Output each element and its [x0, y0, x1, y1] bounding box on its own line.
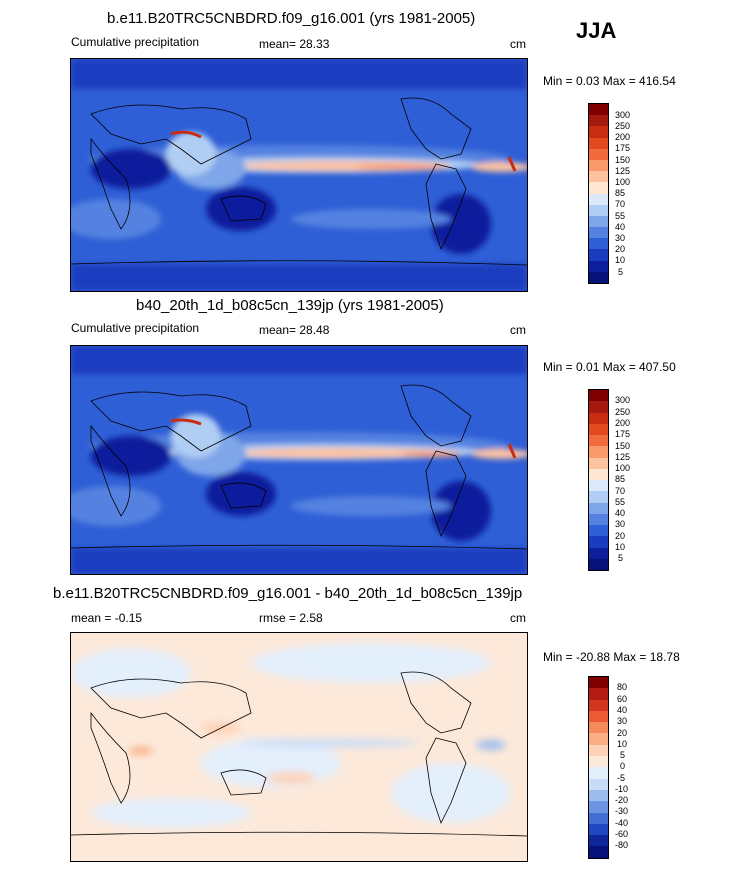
panel2-units: cm: [510, 323, 526, 337]
cbar-tick: 10: [615, 255, 626, 265]
panel3-minmax: Min = -20.88 Max = 18.78: [543, 650, 680, 664]
cbar-tick: 5: [618, 553, 624, 563]
panel2-variable-label: Cumulative precipitation: [71, 321, 200, 335]
panel3-colorbar: [588, 676, 609, 859]
cbar-tick: 55: [615, 211, 626, 221]
panel2-title: b40_20th_1d_b08c5cn_139jp (yrs 1981-2005…: [136, 297, 444, 314]
cbar-tick: 70: [615, 199, 626, 209]
panel3-mean: mean = -0.15: [71, 611, 143, 625]
cbar-tick: 70: [615, 486, 626, 496]
cbar-tick: -5: [617, 773, 626, 783]
season-label: JJA: [576, 18, 617, 43]
panel1-colorbar: [588, 103, 609, 284]
cbar-tick: 5: [618, 267, 624, 277]
cbar-tick: 125: [615, 452, 631, 462]
cbar-tick: 20: [617, 728, 628, 738]
cbar-tick: 150: [615, 441, 631, 451]
cbar-tick: 55: [615, 497, 626, 507]
panel2-minmax: Min = 0.01 Max = 407.50: [543, 360, 676, 374]
cbar-tick: -40: [615, 818, 629, 828]
cbar-tick: 100: [615, 463, 631, 473]
cbar-tick: -60: [615, 829, 629, 839]
cbar-tick: -30: [615, 806, 629, 816]
panel3-units: cm: [510, 611, 526, 625]
cbar-tick: 175: [615, 143, 631, 153]
cbar-tick: 300: [615, 110, 631, 120]
cbar-tick: 200: [615, 132, 631, 142]
cbar-tick: 20: [615, 531, 626, 541]
cbar-tick: 40: [615, 508, 626, 518]
cbar-tick: 30: [617, 716, 628, 726]
cbar-tick: 60: [617, 694, 628, 704]
cbar-tick: -20: [615, 795, 629, 805]
panel1-variable-label: Cumulative precipitation: [71, 35, 200, 49]
panel3-title: b.e11.B20TRC5CNBDRD.f09_g16.001 - b40_20…: [53, 585, 523, 602]
cbar-tick: 40: [615, 222, 626, 232]
cbar-tick: 5: [620, 750, 626, 760]
cbar-tick: -10: [615, 784, 629, 794]
panel3-map: [70, 632, 528, 862]
cbar-tick: 30: [615, 519, 626, 529]
cbar-tick: 10: [615, 542, 626, 552]
cbar-tick: 0: [620, 761, 626, 771]
panel1-mean: mean= 28.33: [259, 37, 330, 51]
cbar-tick: 85: [615, 188, 626, 198]
cbar-tick: 175: [615, 429, 631, 439]
panel2-mean: mean= 28.48: [259, 323, 330, 337]
panel3-rmse: rmse = 2.58: [259, 611, 323, 625]
panel1-minmax: Min = 0.03 Max = 416.54: [543, 74, 676, 88]
cbar-tick: 40: [617, 705, 628, 715]
panel2-map: [70, 345, 528, 575]
panel1-title: b.e11.B20TRC5CNBDRD.f09_g16.001 (yrs 198…: [107, 10, 476, 27]
panel2-precip-field: [71, 346, 527, 574]
cbar-tick: 200: [615, 418, 631, 428]
cbar-tick: 10: [617, 739, 628, 749]
panel2-colorbar: [588, 389, 609, 571]
cbar-tick: 250: [615, 121, 631, 131]
cbar-tick: 150: [615, 155, 631, 165]
cbar-tick: 300: [615, 395, 631, 405]
panel3-difference-field: [71, 633, 527, 861]
cbar-tick: 80: [617, 682, 628, 692]
cbar-tick: 250: [615, 407, 631, 417]
cbar-tick: -80: [615, 840, 629, 850]
panel1-map: [70, 58, 528, 292]
cbar-tick: 85: [615, 474, 626, 484]
panel1-precip-field: [71, 59, 527, 291]
cbar-tick: 30: [615, 233, 626, 243]
cbar-tick: 100: [615, 177, 631, 187]
panel1-units: cm: [510, 37, 526, 51]
cbar-tick: 20: [615, 244, 626, 254]
cbar-tick: 125: [615, 166, 631, 176]
